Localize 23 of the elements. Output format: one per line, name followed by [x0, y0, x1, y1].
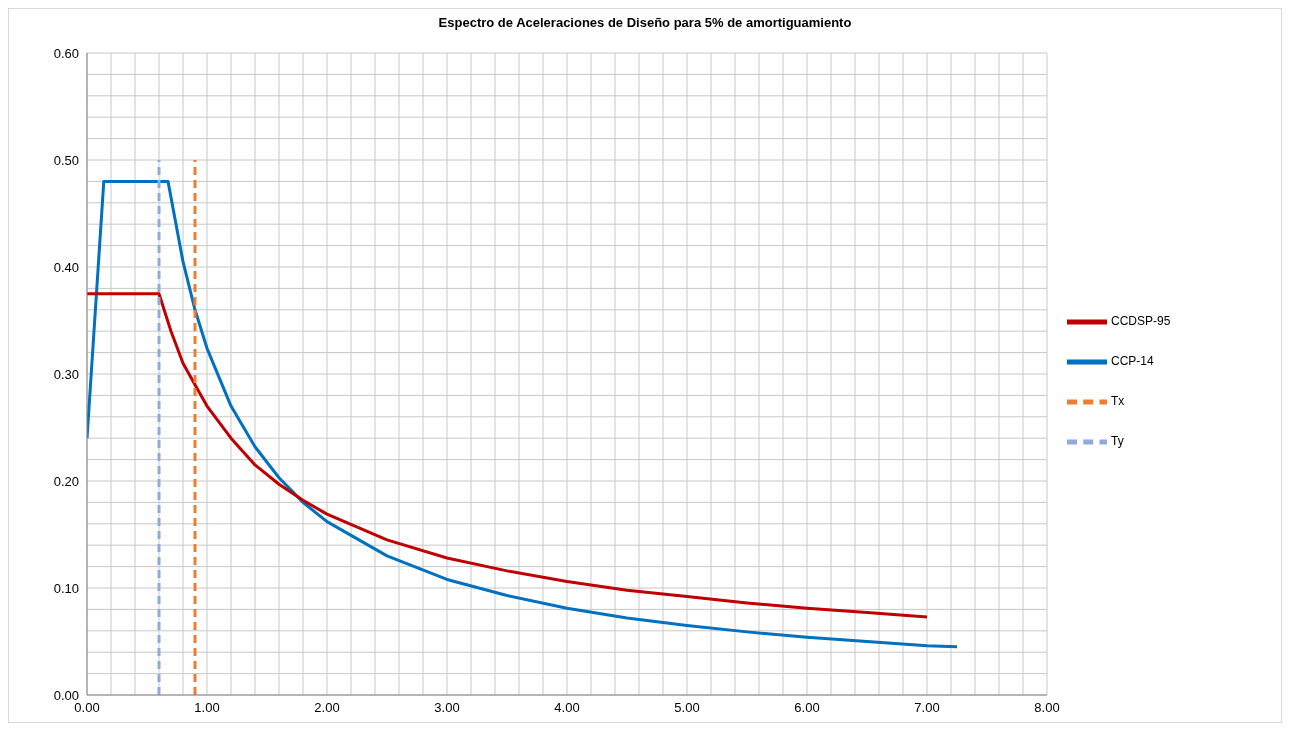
legend-label: CCDSP-95 — [1111, 314, 1171, 329]
x-tick-label: 6.00 — [794, 700, 820, 716]
chart-title: Espectro de Aceleraciones de Diseño para 5% de amortiguamiento — [437, 14, 853, 32]
legend-label: Tx — [1111, 394, 1125, 409]
y-tick-label: 0.20 — [53, 473, 79, 489]
x-tick-label: 3.00 — [434, 700, 460, 716]
x-tick-label: 0.00 — [74, 700, 100, 716]
y-tick-label: 0.50 — [53, 152, 79, 168]
line-series — [87, 179, 959, 649]
y-tick-label: 0.30 — [53, 366, 79, 382]
y-tick-label: 0.10 — [53, 580, 79, 596]
x-tick-label: 4.00 — [554, 700, 580, 716]
y-tick-label: 0.40 — [53, 259, 79, 275]
legend-label: Ty — [1111, 434, 1124, 449]
x-tick-label: 7.00 — [914, 700, 940, 716]
x-tick-label: 1.00 — [194, 700, 220, 716]
x-tick-label: 8.00 — [1034, 700, 1060, 716]
x-tick-label: 5.00 — [674, 700, 700, 716]
legend-label: CCP-14 — [1111, 354, 1154, 369]
line-series — [87, 292, 929, 619]
y-tick-label: 0.60 — [53, 45, 79, 61]
x-tick-label: 2.00 — [314, 700, 340, 716]
y-tick-label: 0.00 — [53, 687, 79, 703]
